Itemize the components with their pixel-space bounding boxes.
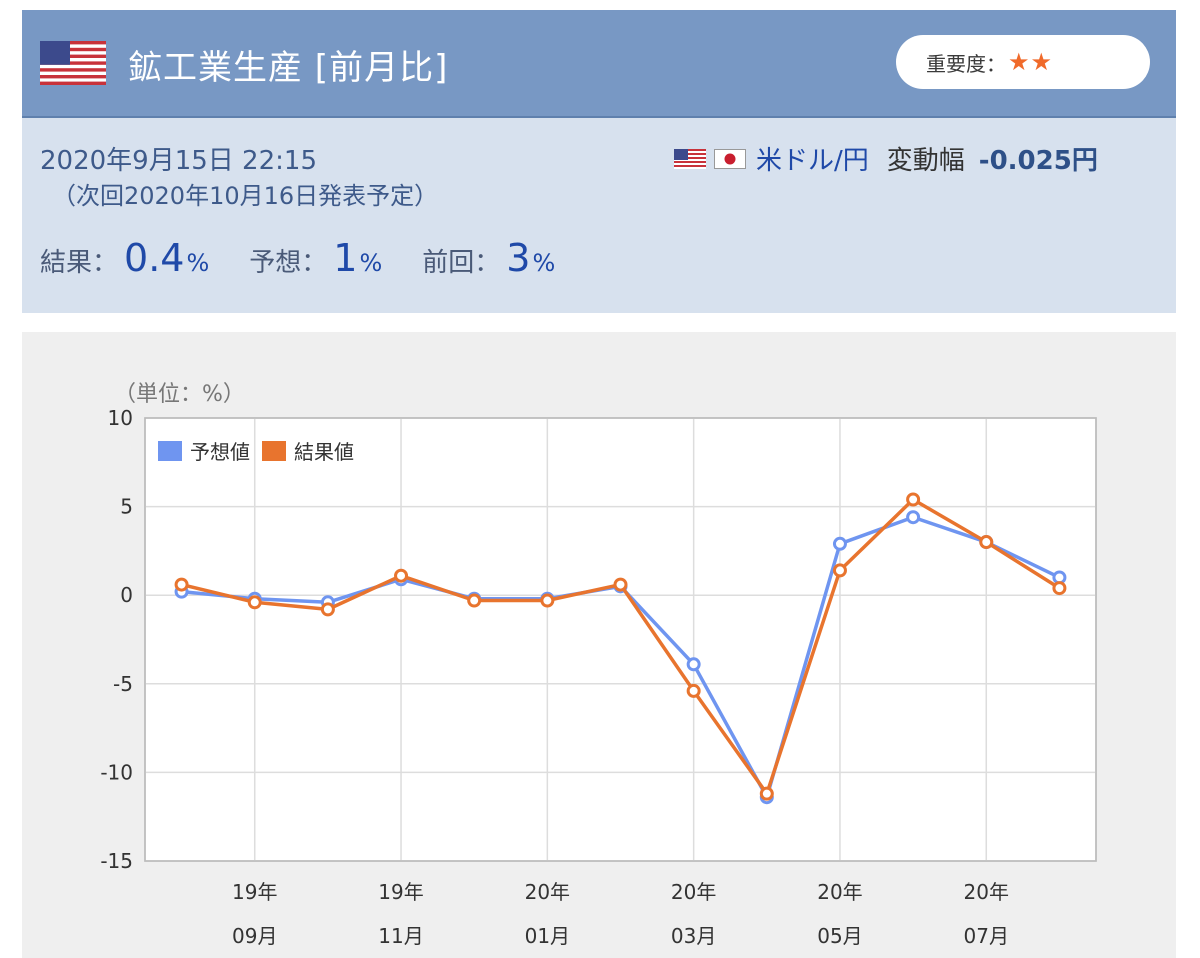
data-point [906, 510, 921, 525]
legend-swatch-1 [156, 439, 184, 463]
y-tick-label: 0 [120, 583, 133, 607]
x-tick-year: 20年 [525, 880, 570, 904]
volatility-value: -0.025円 [978, 146, 1098, 176]
x-tick-year: 19年 [378, 880, 423, 904]
y-tick-label: 5 [120, 495, 133, 519]
data-point [467, 593, 482, 608]
forecast-unit: % [359, 249, 383, 277]
plot-border [144, 417, 1097, 862]
data-point [759, 786, 774, 801]
data-point [174, 577, 189, 592]
importance-label: 重要度： [926, 51, 1006, 76]
data-point [394, 568, 409, 583]
x-tick-month: 11月 [378, 924, 423, 948]
stats-row: 結果： 0.4 % 予想： 1 % 前回： 3 % [40, 236, 555, 280]
us-flag-icon [40, 41, 106, 85]
y-tick-label: -15 [100, 849, 133, 873]
next-release: （次回2020年10月16日発表予定） [52, 182, 439, 210]
data-point [832, 536, 847, 551]
page-title: 鉱工業生産 [前月比] [128, 48, 449, 88]
x-tick-month: 09月 [232, 924, 277, 948]
x-tick-year: 19年 [232, 880, 277, 904]
volatility-label: 変動幅 [886, 146, 965, 176]
previous-value: 3 [506, 236, 531, 280]
x-tick-year: 20年 [817, 880, 862, 904]
line-chart: 10 5 0 -5 -10 -15 19年 09月 19年 11月 20年 01月 20年 03月 20年 0… [100, 406, 1097, 948]
unit-label: （単位：%） [114, 382, 245, 407]
x-tick-month: 03月 [671, 924, 716, 948]
x-tick-month: 01月 [525, 924, 570, 948]
plot-area [144, 417, 1097, 862]
previous-unit: % [532, 249, 556, 277]
data-point [247, 595, 262, 610]
data-point [613, 577, 628, 592]
y-tick-label: -5 [113, 672, 133, 696]
forecast-value: 1 [333, 236, 358, 280]
chart-panel: （単位：%） 10 5 0 -5 -10 -15 19年 09月 19年 11月 20年 01月 20年… [22, 332, 1176, 958]
y-tick-label: -10 [100, 760, 133, 784]
forecast-label: 予想： [249, 248, 328, 278]
x-tick-year: 20年 [671, 880, 716, 904]
us-flag-icon [674, 148, 706, 169]
data-point [979, 535, 994, 550]
currency-pair: 米ドル/円 変動幅 -0.025円 [674, 140, 1098, 177]
data-point [686, 683, 701, 698]
x-tick-year: 20年 [964, 880, 1009, 904]
result-value: 0.4 [124, 236, 185, 280]
data-point [906, 492, 921, 507]
y-tick-label: 10 [108, 406, 133, 430]
data-point [832, 563, 847, 578]
japan-flag-icon [714, 148, 746, 169]
pair-link[interactable]: 米ドル/円 [756, 146, 869, 176]
x-tick-month: 05月 [817, 924, 862, 948]
legend-swatch-2 [260, 439, 288, 463]
data-point [320, 602, 335, 617]
result-label: 結果： [40, 248, 119, 278]
result-unit: % [186, 249, 210, 277]
importance-badge: 重要度： ★★ [896, 35, 1150, 89]
importance-stars: ★★ [1008, 48, 1054, 76]
event-info-panel: 2020年9月15日 22:15 （次回2020年10月16日発表予定） 米ドル… [22, 118, 1176, 313]
data-point [686, 657, 701, 672]
data-point [540, 593, 555, 608]
release-datetime: 2020年9月15日 22:15 [40, 146, 317, 176]
data-point [1052, 581, 1067, 596]
legend-label-2: 結果値 [294, 440, 354, 464]
legend-label-1: 予想値 [190, 440, 250, 464]
event-header: 鉱工業生産 [前月比] 重要度： ★★ [22, 10, 1176, 118]
previous-label: 前回： [422, 248, 501, 278]
x-tick-month: 07月 [964, 924, 1009, 948]
